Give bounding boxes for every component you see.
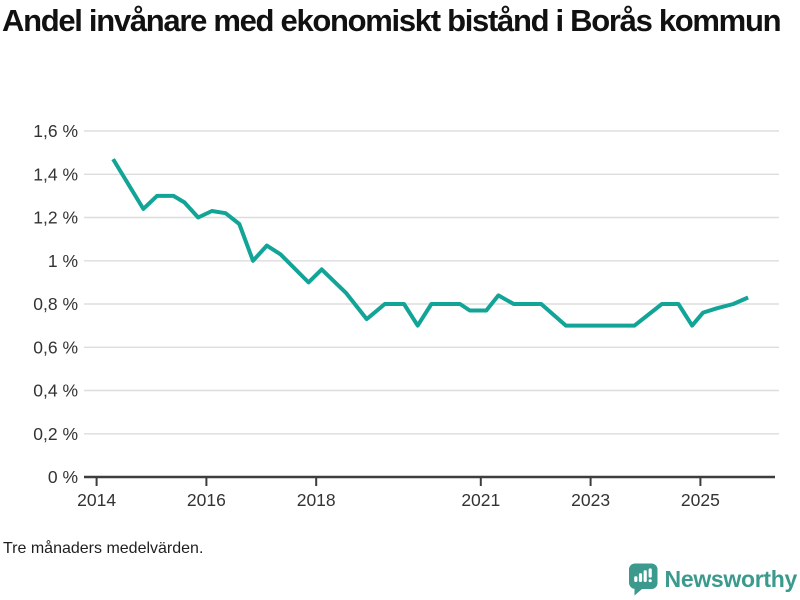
x-axis-tick-label: 2025 [681, 490, 720, 510]
y-axis-tick-label: 1 % [48, 251, 78, 271]
y-axis-tick-label: 0,4 % [33, 381, 78, 401]
data-line [111, 158, 749, 328]
y-axis-tick-label: 1,6 % [33, 121, 78, 141]
newsworthy-logo[interactable]: Newsworthy [628, 563, 797, 596]
y-axis-tick-label: 0,8 % [33, 294, 78, 314]
y-axis-tick-label: 0 % [48, 467, 78, 487]
newsworthy-wordmark: Newsworthy [664, 566, 798, 592]
y-axis-tick-label: 1,4 % [33, 164, 78, 184]
bar-small [633, 576, 637, 582]
y-axis-tick-label: 1,2 % [33, 208, 78, 228]
chart-footnote: Tre månaders medelvärden. [3, 540, 204, 557]
speech-bubble-shape [628, 563, 658, 596]
y-axis-tick-label: 0,6 % [33, 337, 78, 357]
x-axis-tick-label: 2014 [77, 490, 116, 510]
bar-tall [643, 570, 647, 582]
bar-medium [638, 573, 642, 582]
x-axis-tick-label: 2016 [187, 490, 226, 510]
x-axis-tick-label: 2021 [461, 490, 500, 510]
bar-chart-bubble-icon [628, 563, 658, 596]
exclamation-stem [648, 568, 652, 578]
x-axis-tick-label: 2018 [297, 490, 336, 510]
y-axis-tick-label: 0,2 % [33, 424, 78, 444]
exclamation-dot [648, 579, 652, 583]
x-axis-tick-label: 2023 [571, 490, 610, 510]
chart-title: Andel invånare med ekonomiskt bistånd i … [2, 3, 782, 38]
